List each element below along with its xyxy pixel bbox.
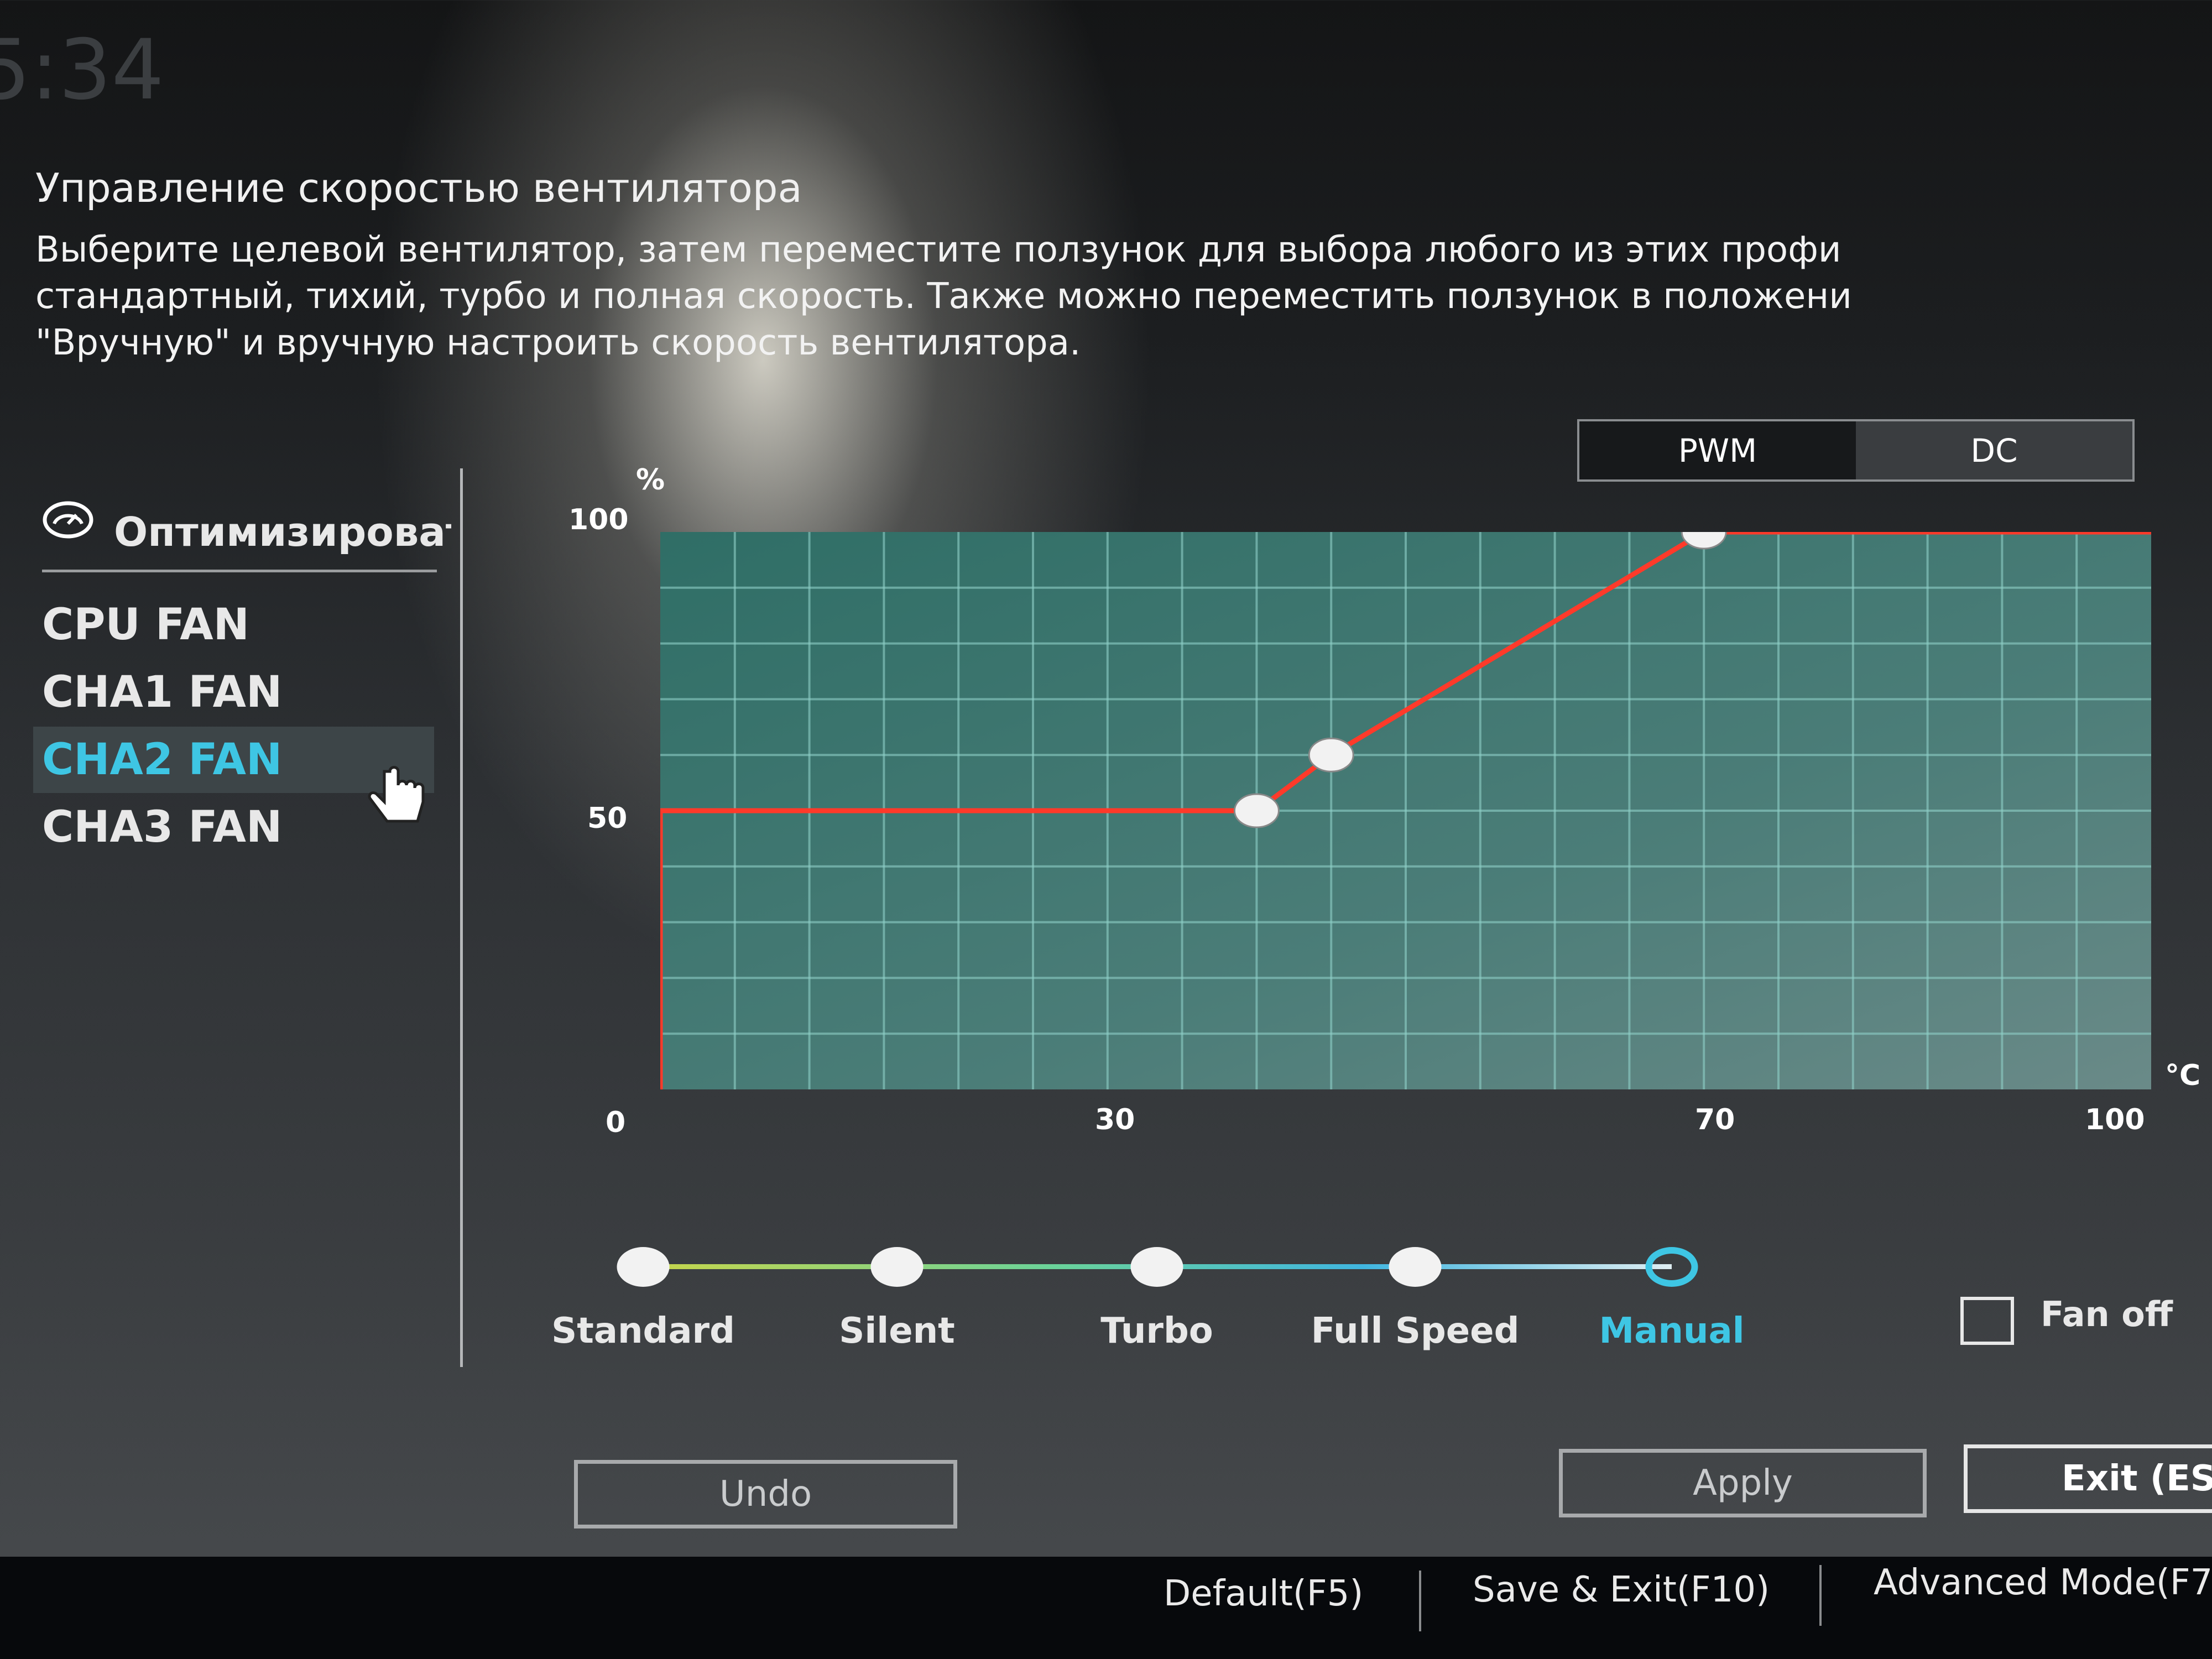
fan-off-checkbox[interactable]: [1960, 1297, 2014, 1345]
hand-cursor-icon: [368, 766, 425, 823]
separator: [1419, 1571, 1421, 1631]
y-tick-label: 100: [568, 503, 629, 536]
profile-label-manual[interactable]: Manual: [1599, 1311, 1745, 1352]
clock: 5:34: [0, 22, 164, 118]
fan-item-cha1[interactable]: CHA1 FAN: [42, 667, 283, 717]
y-axis-label: %: [636, 463, 665, 497]
gauge-icon: [43, 501, 93, 539]
page-title: Управление скоростью вентилятора: [35, 165, 802, 211]
description-line: "Вручную" и вручную настроить скорость в…: [35, 322, 1081, 363]
curve-point[interactable]: [1681, 532, 1727, 550]
toggle-pwm[interactable]: PWM: [1579, 421, 1856, 479]
optimize-all-label: Оптимизировать все: [114, 509, 451, 555]
optimize-all-button[interactable]: Оптимизировать все: [42, 492, 451, 567]
x-tick-label: 100: [2085, 1103, 2145, 1136]
profile-label-full-speed[interactable]: Full Speed: [1311, 1311, 1520, 1352]
curve-point[interactable]: [1308, 737, 1354, 773]
default-button[interactable]: Default(F5): [1164, 1573, 1364, 1614]
toggle-dc[interactable]: DC: [1856, 421, 2132, 479]
profile-slider-stop[interactable]: [1645, 1247, 1698, 1287]
x-tick-label: 0: [606, 1106, 626, 1139]
fan-item-cha3[interactable]: CHA3 FAN: [42, 802, 283, 852]
x-axis-label: °C: [2165, 1059, 2201, 1092]
x-tick-label: 70: [1695, 1103, 1735, 1136]
advanced-mode-button[interactable]: Advanced Mode(F7: [1874, 1562, 2212, 1603]
bottom-bar: [0, 1557, 2212, 1659]
description-line: Выберите целевой вентилятор, затем перем…: [35, 229, 1841, 270]
profile-slider-stop[interactable]: [617, 1247, 670, 1287]
description-line: стандартный, тихий, турбо и полная скоро…: [35, 276, 1852, 317]
fan-item-cpu[interactable]: CPU FAN: [42, 600, 249, 650]
save-exit-button[interactable]: Save & Exit(F10): [1473, 1569, 1770, 1610]
profile-label-standard[interactable]: Standard: [551, 1311, 735, 1352]
profile-slider-stop[interactable]: [1130, 1247, 1183, 1287]
x-tick-label: 30: [1095, 1103, 1135, 1136]
fan-item-cha2[interactable]: CHA2 FAN: [33, 727, 434, 793]
y-tick-label: 50: [587, 802, 628, 835]
fan-curve-chart[interactable]: [660, 532, 2151, 1089]
separator: [1819, 1565, 1822, 1626]
profile-label-turbo[interactable]: Turbo: [1100, 1311, 1213, 1352]
fan-off-label: Fan off: [2041, 1294, 2173, 1334]
curve-point[interactable]: [1233, 793, 1280, 828]
description: Выберите целевой вентилятор, затем перем…: [35, 227, 2212, 366]
vertical-divider: [460, 468, 463, 1367]
apply-button[interactable]: Apply: [1559, 1449, 1927, 1517]
divider: [42, 570, 437, 572]
fan-curve-line: [660, 532, 2151, 1089]
profile-label-silent[interactable]: Silent: [839, 1311, 955, 1352]
undo-button[interactable]: Undo: [574, 1460, 957, 1528]
exit-button[interactable]: Exit (ESC: [1964, 1444, 2212, 1513]
profile-slider-stop[interactable]: [1389, 1247, 1442, 1287]
profile-slider-stop[interactable]: [870, 1247, 924, 1287]
pwm-dc-toggle: PWM DC: [1577, 419, 2135, 482]
